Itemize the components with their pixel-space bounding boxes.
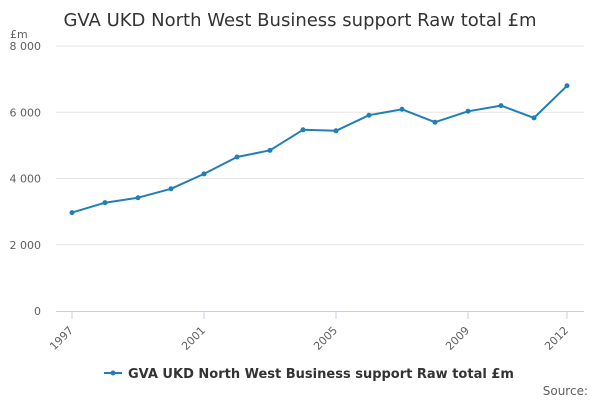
data-point[interactable] xyxy=(531,115,537,121)
series-line[interactable] xyxy=(71,85,568,214)
x-tick-label: 2001 xyxy=(179,324,208,353)
data-point[interactable] xyxy=(69,210,75,216)
data-point[interactable] xyxy=(168,186,174,192)
y-tick-label: 6 000 xyxy=(10,106,42,119)
y-tick-label: 0 xyxy=(34,305,41,318)
legend-marker-dot xyxy=(110,370,116,376)
legend[interactable]: GVA UKD North West Business support Raw … xyxy=(104,367,514,382)
x-tick-label: 2012 xyxy=(542,324,571,353)
y-tick-label: 8 000 xyxy=(10,40,42,53)
data-point[interactable] xyxy=(399,106,405,112)
x-tick-label: 1997 xyxy=(47,324,76,353)
y-tick-label: 4 000 xyxy=(10,173,42,186)
data-point[interactable] xyxy=(267,147,273,153)
data-point[interactable] xyxy=(102,200,108,206)
x-axis-ticks: 1997 2001 2005 2009 2012 xyxy=(47,311,571,353)
data-point[interactable] xyxy=(465,108,471,114)
x-tick-label: 2005 xyxy=(311,324,340,353)
y-axis-tick-labels: 0 2 000 4 000 6 000 8 000 xyxy=(10,40,42,318)
data-point[interactable] xyxy=(366,112,372,118)
data-point[interactable] xyxy=(135,195,141,201)
y-tick-label: 2 000 xyxy=(10,239,42,252)
legend-series-label: GVA UKD North West Business support Raw … xyxy=(128,367,514,382)
data-point[interactable] xyxy=(498,103,504,109)
source-label[interactable]: Source: xyxy=(543,384,588,398)
x-tick-label: 2009 xyxy=(443,324,472,353)
chart-title: GVA UKD North West Business support Raw … xyxy=(63,10,536,31)
y-axis-unit-label: £m xyxy=(10,28,28,41)
data-point[interactable] xyxy=(234,154,240,160)
data-point[interactable] xyxy=(201,171,207,177)
gridlines xyxy=(56,45,584,246)
data-point[interactable] xyxy=(300,127,306,133)
data-point[interactable] xyxy=(333,128,339,134)
data-series xyxy=(69,83,570,216)
data-point[interactable] xyxy=(432,119,438,125)
data-point[interactable] xyxy=(564,83,570,89)
